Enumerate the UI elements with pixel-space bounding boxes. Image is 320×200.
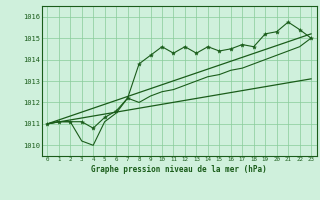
X-axis label: Graphe pression niveau de la mer (hPa): Graphe pression niveau de la mer (hPa) xyxy=(91,165,267,174)
